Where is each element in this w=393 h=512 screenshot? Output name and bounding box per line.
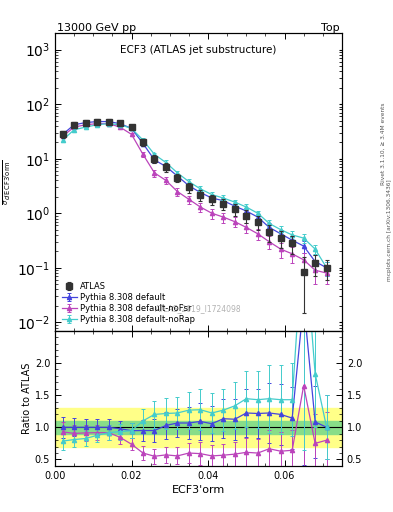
Text: ATLAS_2019_I1724098: ATLAS_2019_I1724098 [155, 304, 242, 313]
Y-axis label: Ratio to ATLAS: Ratio to ATLAS [22, 362, 32, 434]
Text: Rivet 3.1.10, ≥ 3.4M events: Rivet 3.1.10, ≥ 3.4M events [381, 102, 386, 185]
Y-axis label: $\frac{1}{\sigma}\frac{d\sigma}{d\,\mathrm{ECF3'orm}}$: $\frac{1}{\sigma}\frac{d\sigma}{d\,\math… [0, 159, 13, 205]
Text: 13000 GeV pp: 13000 GeV pp [57, 23, 136, 33]
Legend: ATLAS, Pythia 8.308 default, Pythia 8.308 default-noFsr, Pythia 8.308 default-no: ATLAS, Pythia 8.308 default, Pythia 8.30… [59, 280, 198, 327]
Text: Top: Top [321, 23, 340, 33]
Text: mcplots.cern.ch [arXiv:1306.3436]: mcplots.cern.ch [arXiv:1306.3436] [387, 180, 391, 281]
X-axis label: ECF3'orm: ECF3'orm [172, 485, 225, 495]
Text: ECF3 (ATLAS jet substructure): ECF3 (ATLAS jet substructure) [120, 45, 277, 55]
